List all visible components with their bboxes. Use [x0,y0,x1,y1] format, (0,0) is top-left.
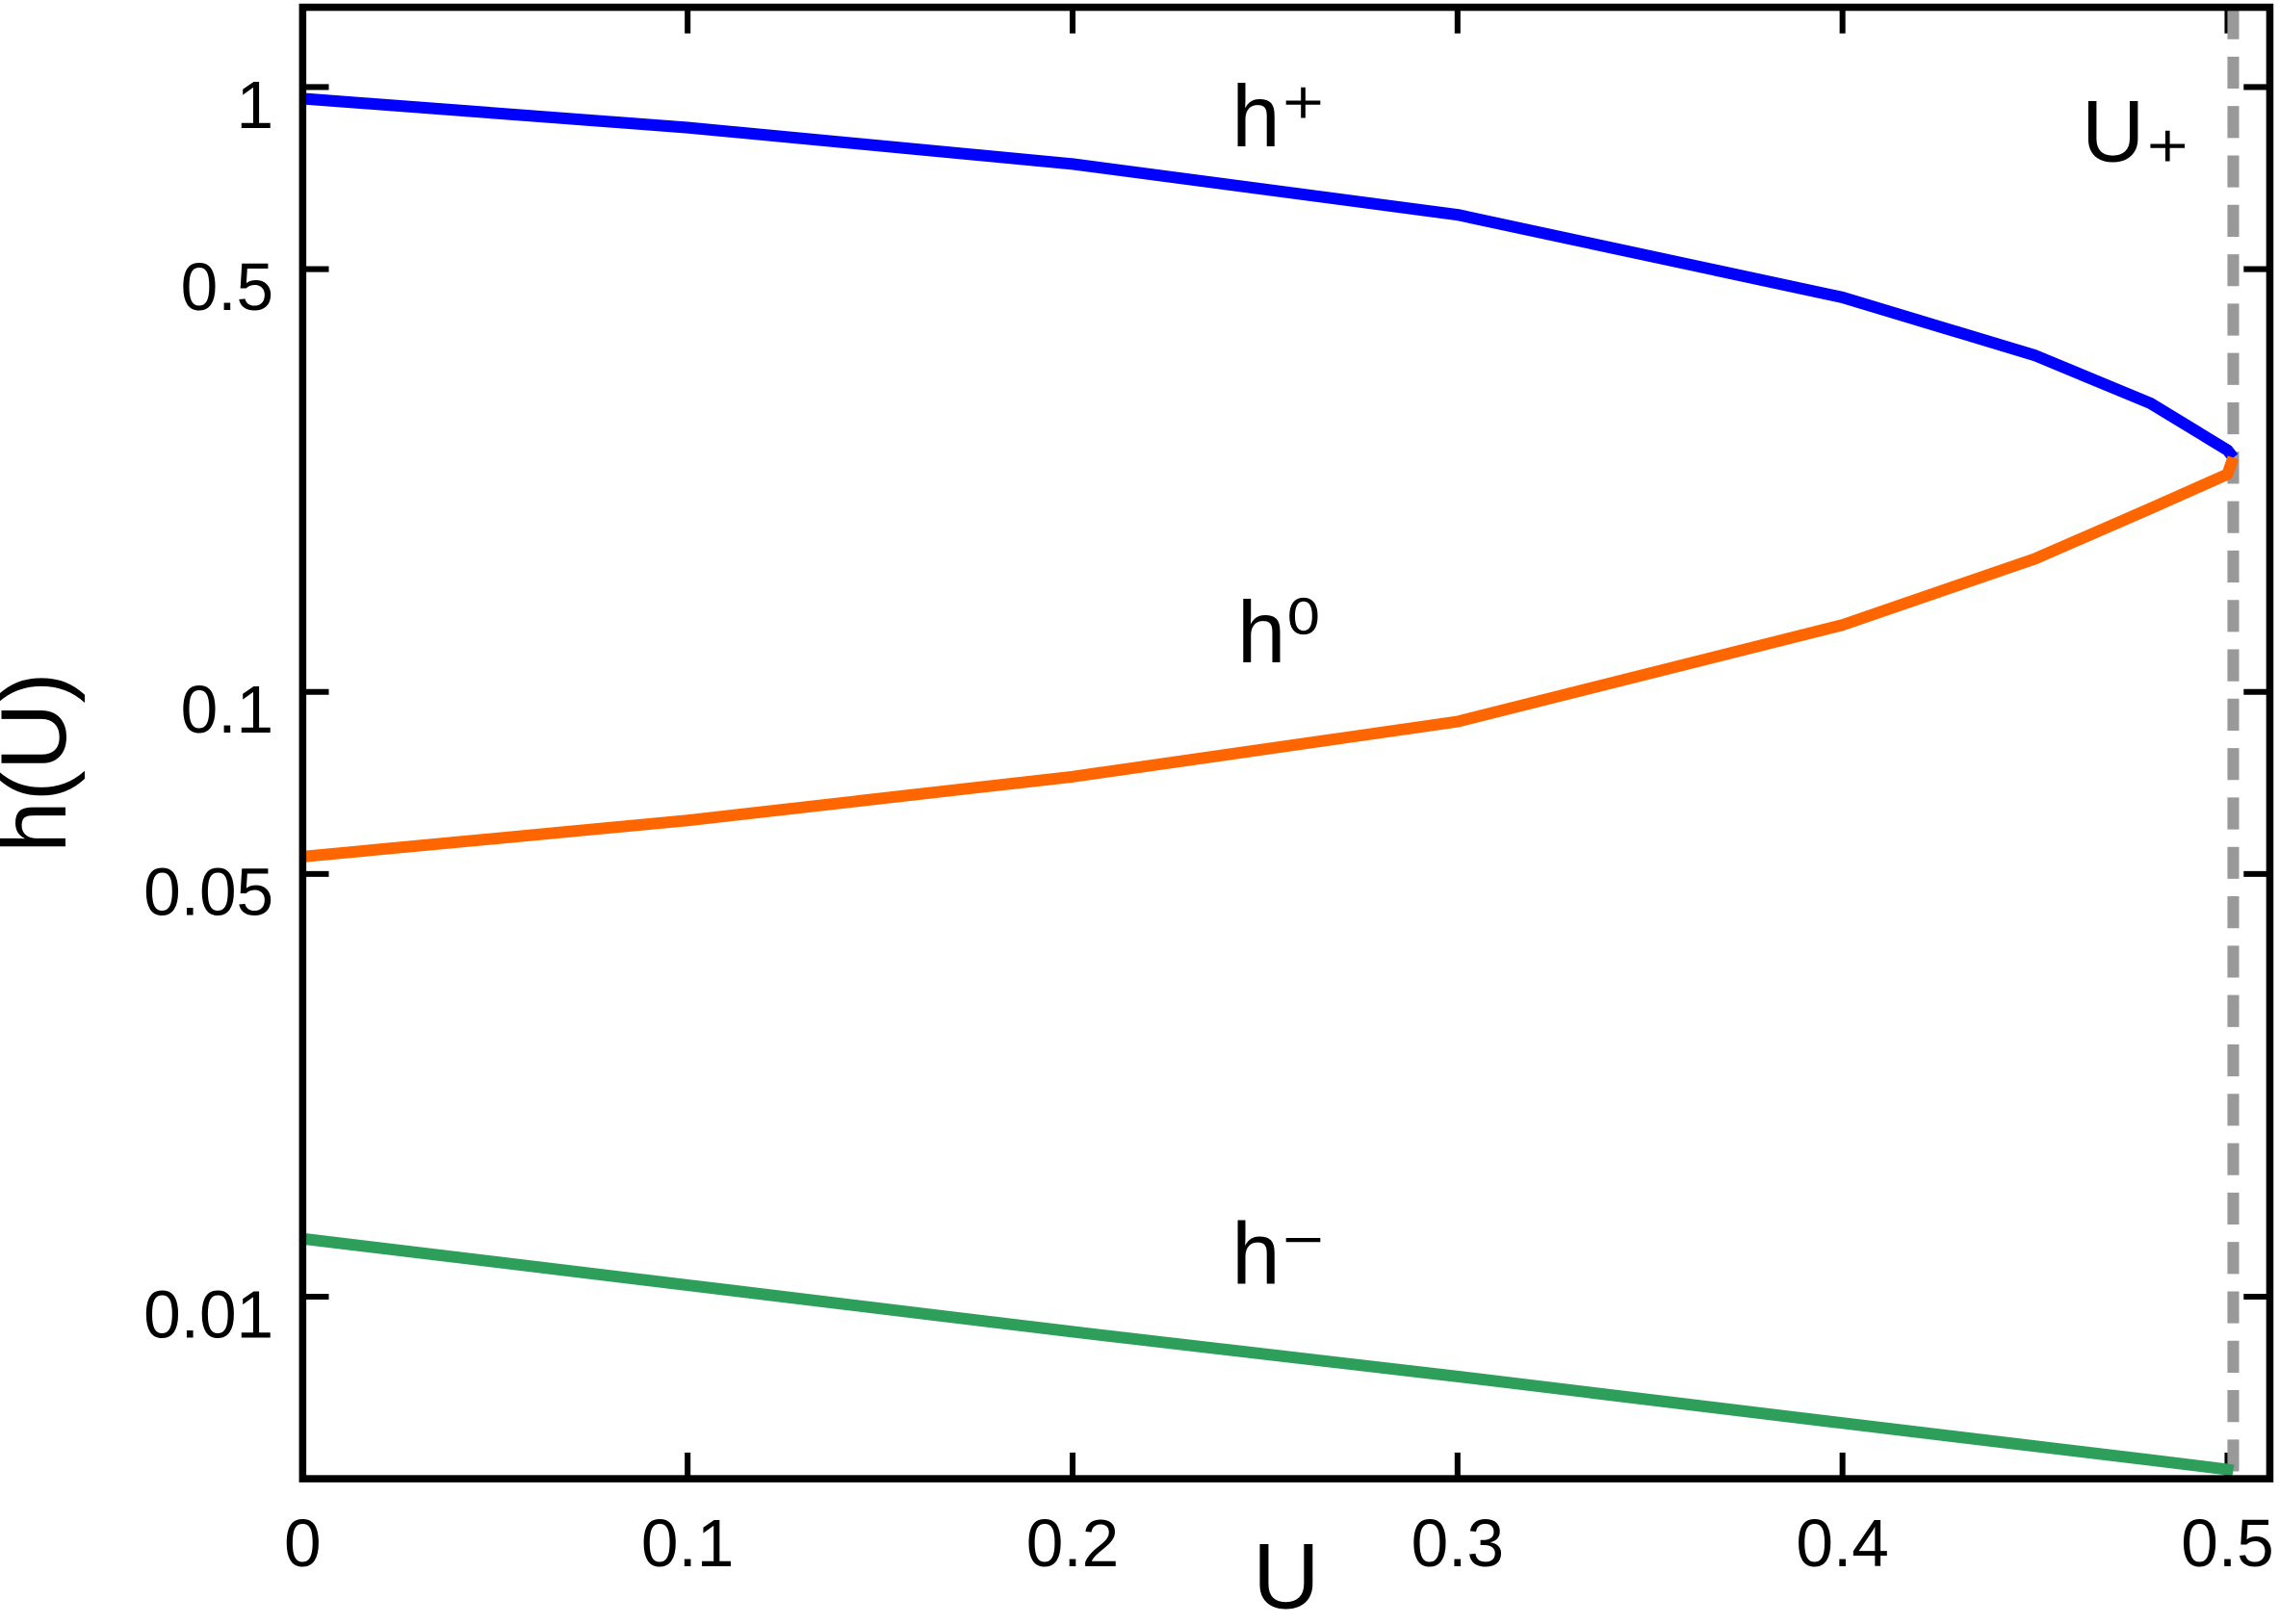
x-tick-label: 0.3 [1411,1506,1504,1581]
threshold-label: U₊ [2082,83,2190,180]
series-line [301,1232,2235,1477]
series-line [301,92,2239,462]
x-tick-label: 0.5 [2181,1506,2273,1581]
y-tick-label: 0.5 [181,249,273,324]
x-tick-label: 0 [284,1506,322,1581]
x-axis-label: U [1253,1525,1320,1624]
series-line [301,455,2240,863]
y-tick-label: 0.01 [143,1276,273,1352]
series-label: h⁺ [1231,68,1326,166]
y-tick-label: 0.05 [143,854,273,929]
y-axis-label: h(U) [0,672,86,853]
x-tick-label: 0.4 [1796,1506,1888,1581]
plot-frame [298,3,2274,1482]
x-tick-label: 0.2 [1026,1506,1119,1581]
series-label: h⁻ [1231,1206,1326,1303]
series-label: h⁰ [1237,584,1321,682]
x-tick-label: 0.1 [641,1506,734,1581]
y-tick-label: 1 [237,67,274,142]
y-tick-label: 0.1 [181,672,273,747]
